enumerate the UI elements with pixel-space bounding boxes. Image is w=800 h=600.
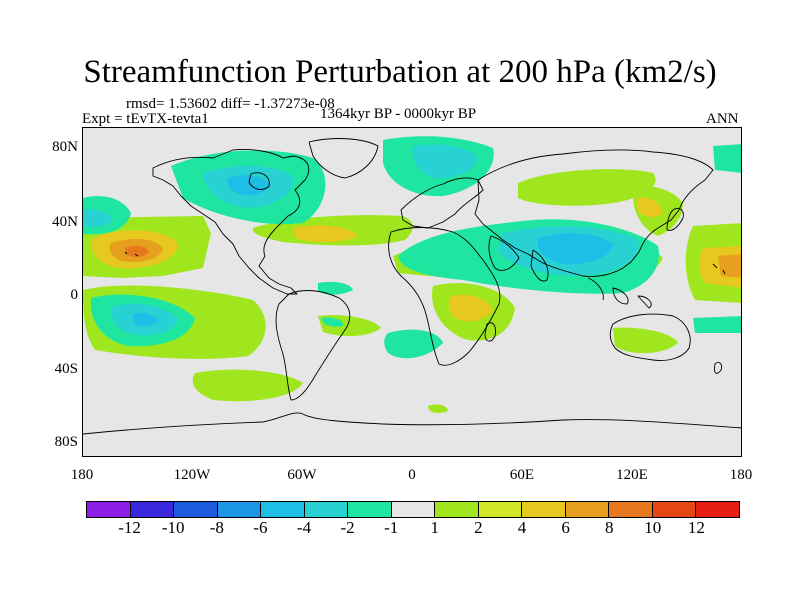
x-axis-label: 180	[729, 467, 753, 483]
colorbar-label: -12	[118, 518, 141, 537]
colorbar-label: 10	[644, 518, 662, 537]
colorbar-swatch	[261, 502, 305, 517]
colorbar	[86, 501, 740, 518]
colorbar-label: 4	[517, 518, 527, 537]
colorbar-label: 12	[687, 518, 705, 537]
y-axis-label: 80N	[52, 139, 78, 155]
experiment-label: Expt = tEvTX-tevta1	[82, 111, 209, 127]
anomaly-core	[133, 312, 158, 327]
colorbar-label: -4	[296, 518, 312, 537]
south-america-coastline	[275, 290, 351, 401]
anomaly-region	[518, 169, 656, 206]
x-axis-label: 120W	[173, 467, 211, 483]
strong-positive-anomaly-cores	[91, 197, 741, 322]
x-axis-label: 120E	[616, 467, 648, 483]
stats-line: rmsd= 1.53602 diff= -1.37273e-08	[126, 96, 335, 112]
anomaly-core	[412, 144, 478, 179]
australia-coastline	[609, 313, 691, 361]
time-range-label: 1364kyr BP - 0000kyr BP	[320, 106, 477, 122]
anomaly-region	[321, 317, 344, 327]
season-label: ANN	[706, 111, 739, 127]
anomaly-region	[318, 281, 353, 295]
y-axis-label: 80S	[54, 434, 78, 450]
greenland-coastline	[308, 138, 379, 179]
colorbar-label: -6	[253, 518, 268, 537]
anomaly-region	[384, 329, 443, 359]
colorbar-swatch	[478, 502, 523, 517]
new-zealand-coastline	[714, 361, 722, 374]
colorbar-label: 6	[561, 518, 570, 537]
colorbar-swatch	[130, 502, 175, 517]
anomaly-region	[693, 316, 741, 333]
north-america-coastline	[152, 149, 310, 295]
anomaly-region	[192, 369, 303, 402]
map-plot	[83, 128, 741, 456]
colorbar-label: -10	[161, 518, 185, 537]
colorbar-swatch	[522, 502, 566, 517]
x-axis-label: 0	[408, 467, 416, 483]
antarctica-coastline	[83, 412, 741, 435]
colorbar-swatch	[87, 502, 131, 517]
y-axis-label: 0	[70, 287, 79, 303]
anomaly-core	[227, 175, 271, 196]
x-axis-label: 180	[70, 467, 94, 483]
japan-coastline	[666, 207, 684, 231]
colorbar-swatch	[174, 502, 218, 517]
anomaly-core	[638, 197, 663, 218]
y-axis-label: 40S	[54, 361, 78, 377]
southeast-asia-coastline	[587, 277, 652, 309]
anomaly-core	[718, 254, 741, 278]
colorbar-swatch	[304, 502, 349, 517]
colorbar-label: -1	[384, 518, 399, 537]
anomaly-core	[83, 209, 113, 228]
map-panel	[82, 127, 742, 457]
colorbar-label: 1	[430, 518, 440, 537]
colorbar-swatch	[217, 502, 262, 517]
anomaly-core	[125, 245, 149, 257]
chart-title: Streamfunction Perturbation at 200 hPa (…	[83, 54, 717, 90]
europe-coastline	[400, 177, 484, 229]
anomaly-region	[428, 404, 448, 414]
africa-coastline	[388, 227, 501, 366]
coastlines	[83, 138, 741, 435]
colorbar-swatch	[348, 502, 392, 517]
hudson-bay-coastline	[248, 172, 270, 190]
pacific-islands	[124, 251, 726, 275]
madagascar-coastline	[484, 322, 496, 342]
colorbar-swatch	[435, 502, 479, 517]
anomaly-core	[448, 294, 493, 322]
colorbar-swatch	[391, 502, 436, 517]
anomaly-region	[713, 144, 741, 173]
x-axis-label: 60W	[287, 467, 317, 483]
deep-negative-anomaly-cores	[133, 175, 613, 327]
colorbar-swatch	[565, 502, 610, 517]
arabia-india-coastline	[488, 235, 549, 282]
y-axis-label: 40N	[52, 214, 78, 230]
anomaly-region	[613, 327, 678, 354]
colorbar-swatch	[652, 502, 697, 517]
colorbar-label: -2	[340, 518, 355, 537]
asia-coastline	[474, 149, 714, 277]
colorbar-swatch	[609, 502, 653, 517]
colorbar-swatch	[696, 502, 739, 517]
colorbar-label: 2	[474, 518, 483, 537]
colorbar-label: 8	[604, 518, 614, 537]
colorbar-label: -8	[209, 518, 224, 537]
anomaly-core	[293, 225, 358, 243]
anomaly-core	[537, 233, 613, 265]
x-axis-label: 60E	[509, 467, 535, 483]
